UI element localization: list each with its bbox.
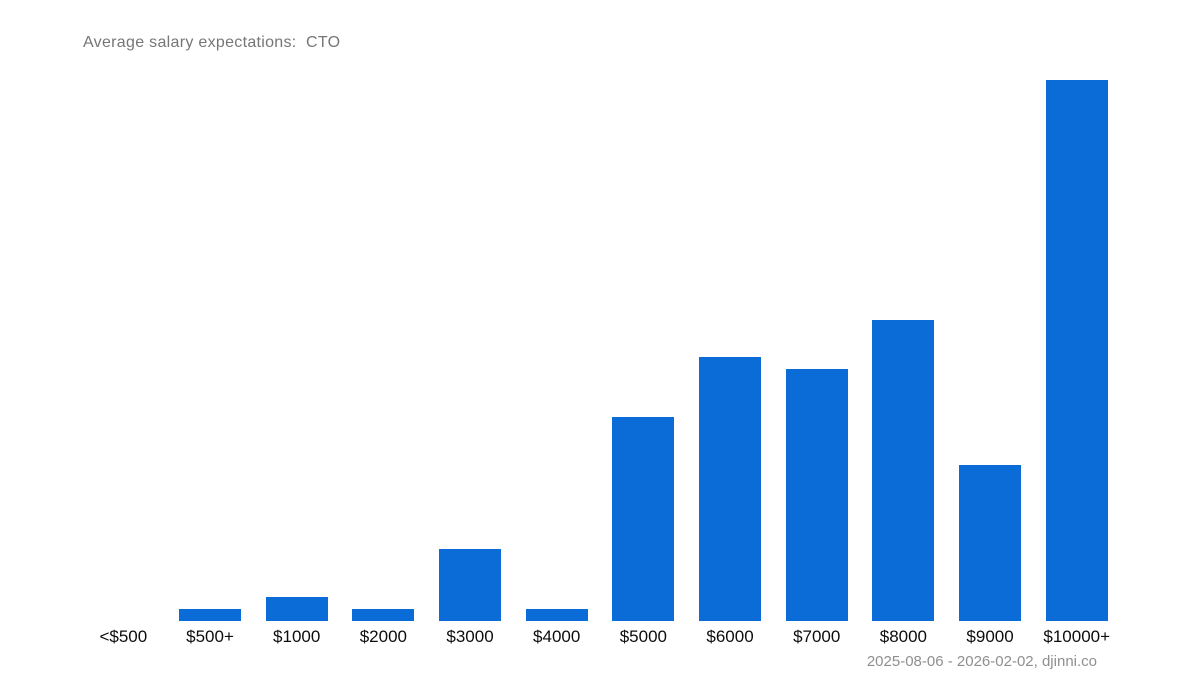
plot-area	[80, 80, 1120, 621]
bar-10000+	[1045, 80, 1108, 621]
x-tick-label: $5000	[619, 627, 667, 646]
bar-column	[167, 80, 254, 621]
x-tick-label: <$500	[99, 627, 148, 646]
x-tick-label: $7000	[793, 627, 841, 646]
x-tick-label: $8000	[879, 627, 928, 646]
bar-column	[773, 80, 860, 621]
bar-2000	[352, 609, 415, 621]
bar-column	[600, 80, 687, 621]
bar-5000	[612, 416, 675, 621]
bar-9000	[959, 464, 1022, 621]
bar-column	[80, 80, 167, 621]
bar-column	[947, 80, 1034, 621]
bar-7000	[785, 368, 848, 621]
bar-column	[427, 80, 514, 621]
bar-1000	[265, 597, 328, 621]
bar-column	[687, 80, 774, 621]
chart-footer-caption: 2025-08-06 - 2026-02-02, djinni.co	[866, 653, 1097, 670]
x-tick-label: $1000	[273, 627, 321, 646]
x-tick-label: $9000	[966, 627, 1014, 646]
bar-8000	[872, 320, 935, 621]
bar-column	[1033, 80, 1120, 621]
bar-3000	[439, 548, 502, 621]
bar-6000	[699, 356, 762, 621]
x-axis-labels: <$500 $500+ $1000 $2000 $3000 $4000 $5000 $6000…	[80, 626, 1120, 648]
x-tick-label: $10000+	[1043, 627, 1111, 646]
bar-4000	[525, 609, 588, 621]
bar-column	[340, 80, 427, 621]
chart-title: Average salary expectations: CTO	[83, 34, 341, 51]
x-tick-label: $3000	[446, 627, 494, 646]
bar-column	[253, 80, 340, 621]
x-tick-label: $2000	[359, 627, 407, 646]
x-tick-label: $4000	[533, 627, 581, 646]
bar-column	[860, 80, 947, 621]
x-tick-label: $500+	[186, 627, 234, 646]
bar-column	[513, 80, 600, 621]
bar-500+	[179, 609, 241, 621]
x-tick-label: $6000	[706, 627, 754, 646]
